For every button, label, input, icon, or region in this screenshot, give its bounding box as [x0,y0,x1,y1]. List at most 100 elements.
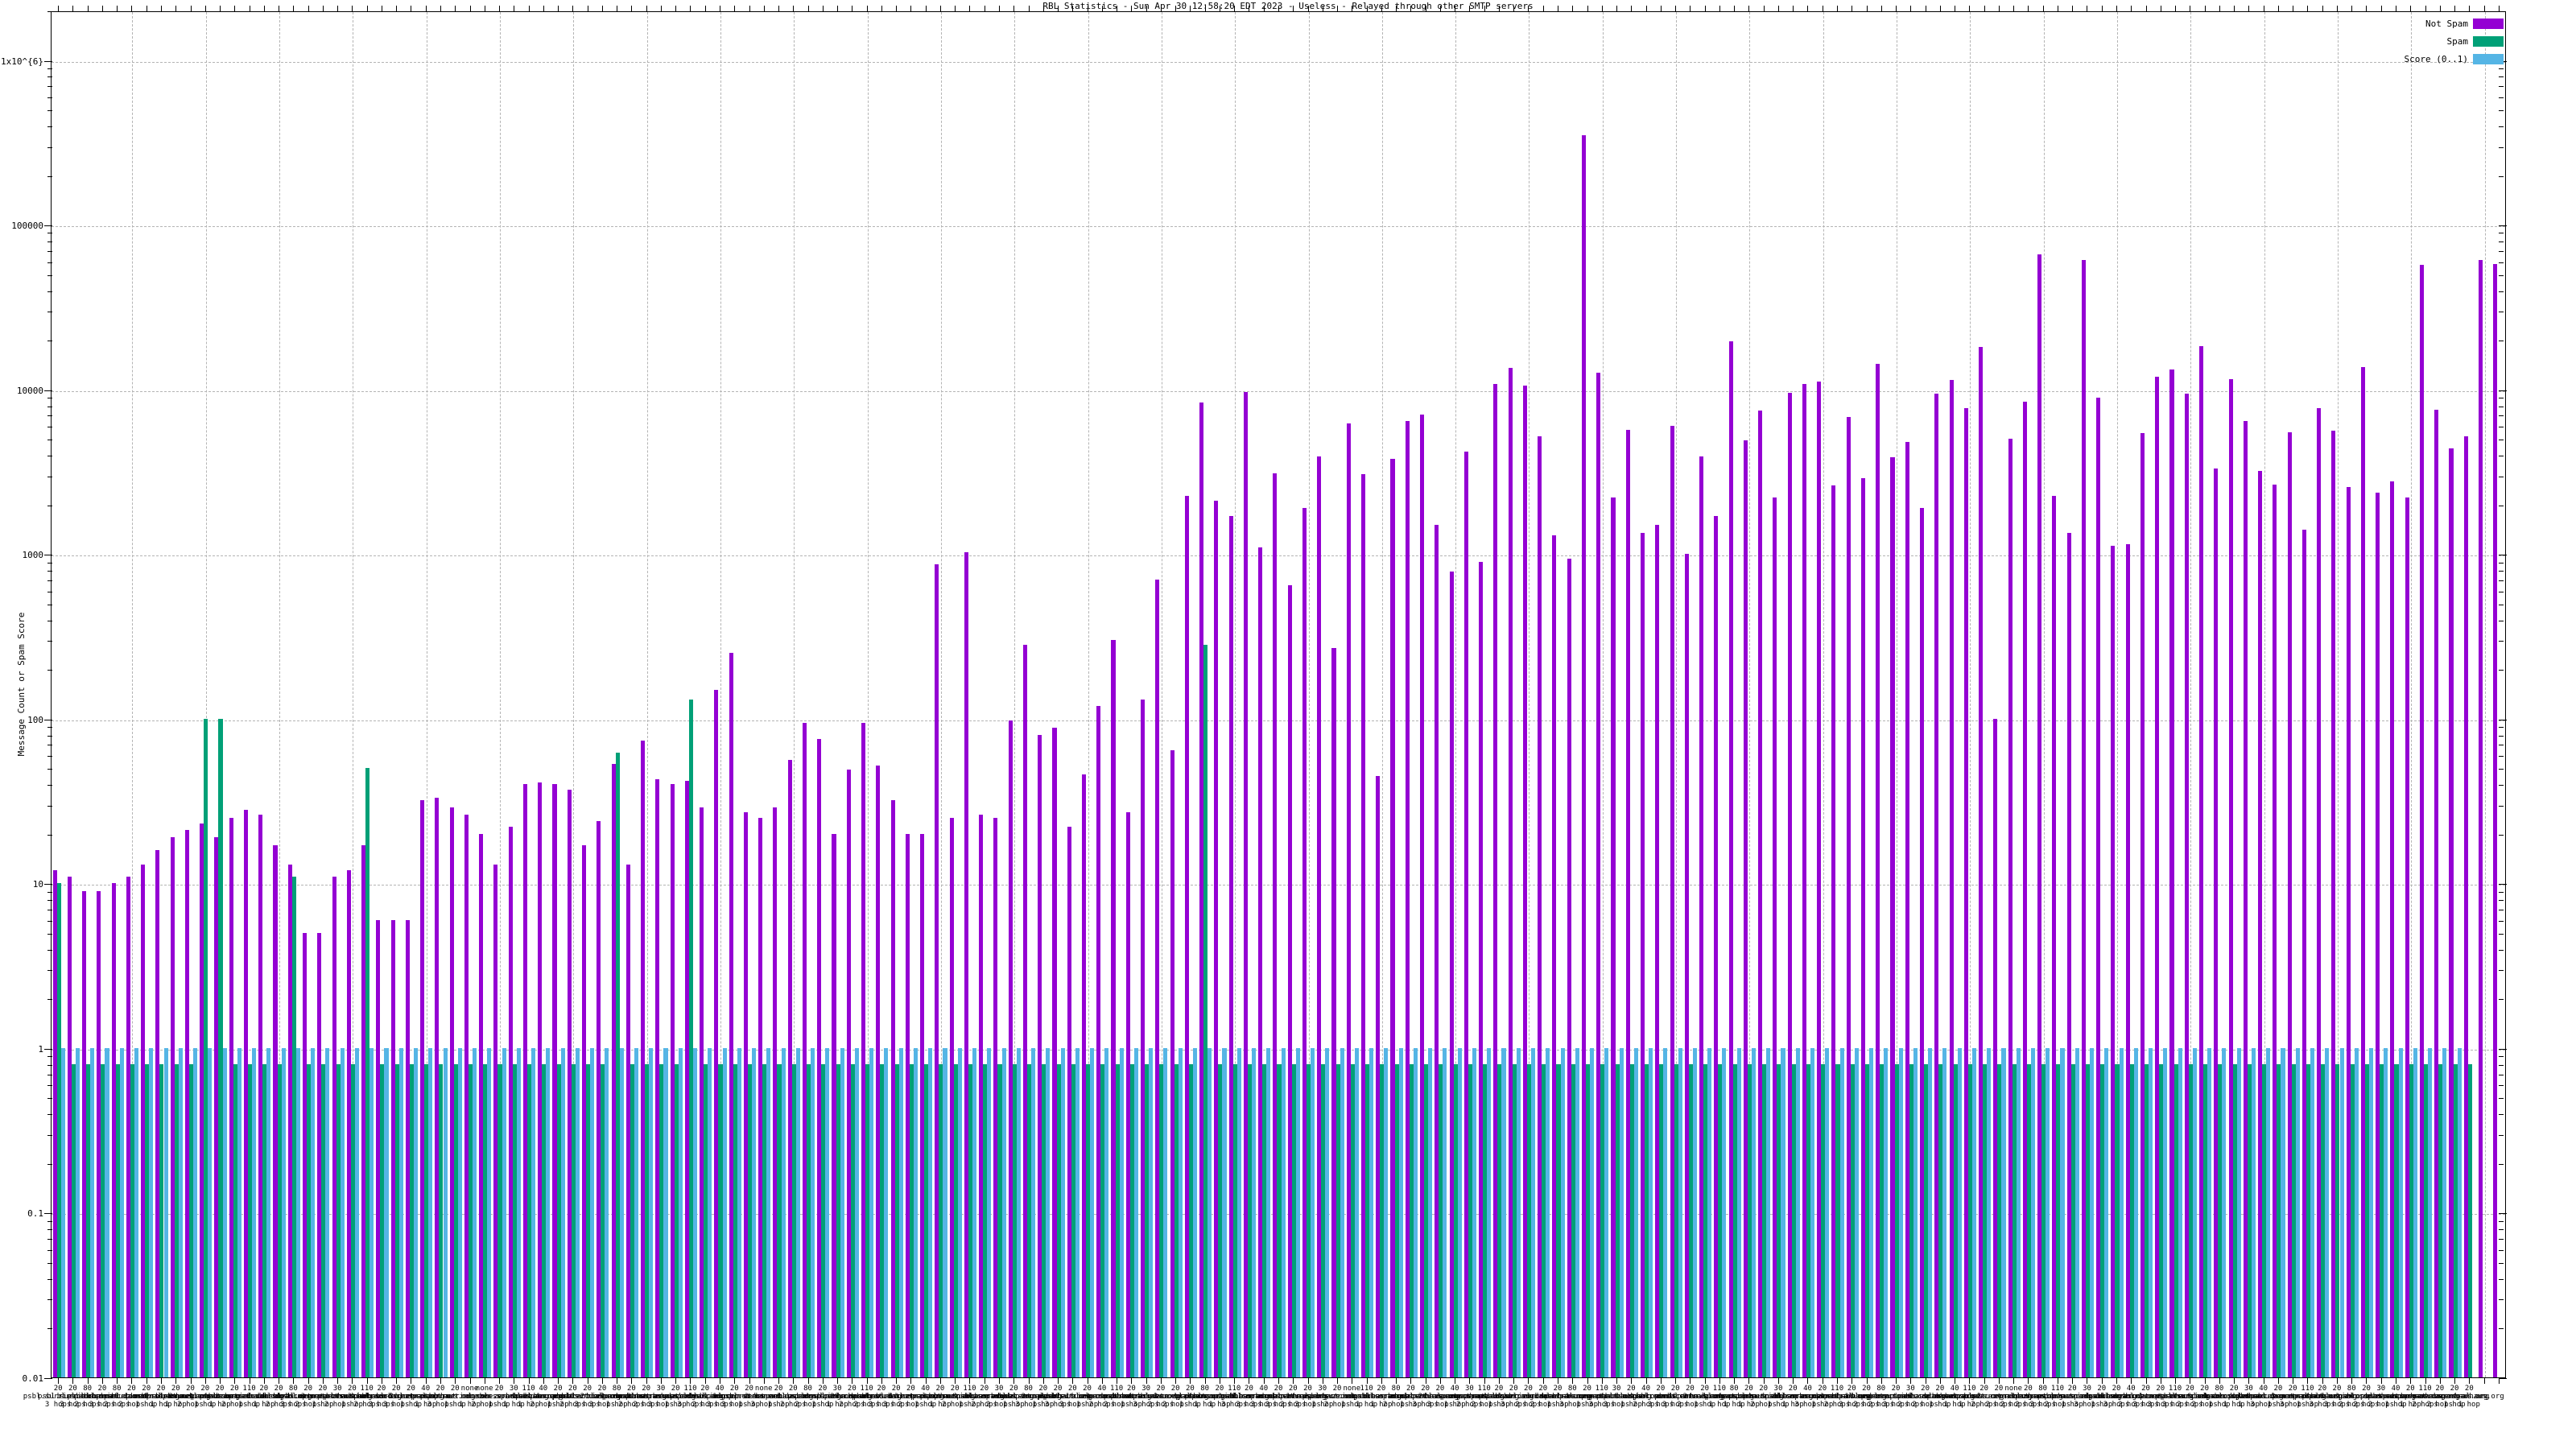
y-axis-tick-minor [2499,1064,2504,1066]
bar-not-spam [1052,728,1057,1377]
bar-group [1405,12,1418,1377]
bar-score-0-1 [972,1047,977,1377]
x-axis-tick-label: 110 zen.spamhaus.org 2 hops [2022,1385,2093,1409]
bar-spam [248,1063,253,1377]
bar-group [2169,12,2182,1377]
x-axis-tick-label: 110 zen.spamhaus.org 2 hops [1802,1385,1872,1409]
x-axis-tick [1763,1378,1765,1384]
bar-spam [1188,1063,1193,1377]
bar-score-0-1 [2236,1047,2241,1377]
bar-spam [1703,1063,1708,1377]
bar-group [1390,12,1403,1377]
x-axis-tick [1748,1378,1750,1384]
bar-not-spam [1420,415,1425,1377]
bar-score-0-1 [531,1047,536,1377]
bar-spam [336,1063,341,1377]
bar-spam [1247,1063,1252,1377]
x-axis-tick-label: 20 psbl.surriel.com 1 hop [317,1385,387,1409]
bar-group [2449,12,2462,1377]
x-axis-tick [1204,1378,1206,1384]
bar-score-0-1 [2354,1047,2359,1377]
bar-group [817,12,830,1377]
bar-not-spam [1831,485,1836,1377]
x-axis-tick-label: 20 dnsbl-1.uceprotect.net 2 hops [260,1385,357,1409]
y-axis-tick-minor [2499,147,2504,148]
x-axis-tick [1278,6,1279,11]
bar-not-spam [729,653,733,1377]
bar-group [449,12,462,1377]
x-axis-tick [837,6,839,11]
bar-spam [807,1063,811,1377]
bar-not-spam [2405,497,2409,1377]
bar-group [582,12,595,1377]
x-axis-tick [704,1378,706,1384]
x-axis-tick [646,6,647,11]
bar-score-0-1 [1443,1047,1447,1377]
bar-spam [836,1063,840,1377]
bar-score-0-1 [590,1047,595,1377]
bar-not-spam [1199,402,1204,1377]
bar-not-spam [743,812,748,1377]
bar-score-0-1 [1707,1047,1712,1377]
bar-not-spam [670,784,675,1377]
bar-score-0-1 [1398,1047,1403,1377]
bar-score-0-1 [443,1047,448,1377]
bar-group [1435,12,1447,1377]
bar-group [1243,12,1257,1377]
bar-spam [850,1063,855,1377]
bar-not-spam [1141,700,1146,1377]
bar-score-0-1 [928,1047,933,1377]
bar-group [1714,12,1727,1377]
x-axis-tick-label: 110 zen.spamhaus.org 3 hops [2140,1385,2211,1409]
bar-group [2405,12,2417,1377]
x-axis-tick [308,1378,309,1384]
x-axis-tick-label: 20 psbl.surriel.com 1 hop [419,1385,490,1409]
bar-spam [2026,1063,2031,1377]
x-axis-tick-label: none none 1 hop [458,1385,481,1409]
y-axis-tick-major [44,884,52,886]
bar-group [1096,12,1109,1377]
x-axis-tick [822,1378,824,1384]
x-axis-tick [1880,1378,1882,1384]
bar-group [170,12,183,1377]
bar-score-0-1 [752,1047,757,1377]
x-axis-tick [543,6,544,11]
bar-not-spam [1449,572,1454,1377]
bar-spam [1659,1063,1664,1377]
bar-score-0-1 [340,1047,345,1377]
bar-score-0-1 [2163,1047,2168,1377]
y-axis-tick-minor [47,805,52,807]
x-axis-tick-label: 110 zen.spamhaus.org 1 hop [2273,1385,2343,1409]
x-axis-tick-label: 110 zen.spamhaus.org 3 hops [1199,1385,1269,1409]
bar-spam [1880,1063,1885,1377]
x-axis-tick [646,1378,647,1384]
bar-not-spam [538,782,543,1377]
x-axis-tick [1469,6,1471,11]
bar-score-0-1 [678,1047,683,1377]
x-axis-tick-label: 20 b.barracudacentral.org 3 hops [1627,1385,1724,1409]
bar-not-spam [1758,411,1763,1377]
bar-not-spam [493,865,498,1377]
x-axis-tick [117,6,118,11]
x-axis-tick [1160,1378,1162,1384]
bar-group [1155,12,1168,1377]
x-axis-tick [2307,1378,2309,1384]
x-axis-tick-label: 20 dnsbl-1.uceprotect.net 3 hops [686,1385,782,1409]
bar-not-spam [2214,469,2219,1377]
bar-spam [2188,1063,2193,1377]
bar-score-0-1 [2133,1047,2138,1377]
x-axis-tick [807,1378,809,1384]
bar-not-spam [390,919,395,1377]
bar-score-0-1 [605,1047,609,1377]
bar-spam [630,1063,634,1377]
x-axis-tick [1528,6,1530,11]
y-axis-tick-major [2499,390,2507,391]
x-axis-tick [1837,6,1838,11]
bar-spam [1321,1063,1326,1377]
x-axis-tick [1028,1378,1030,1384]
bar-group [1081,12,1095,1377]
bar-group [2390,12,2403,1377]
x-axis-tick [1469,1378,1471,1384]
x-axis-tick [1513,1378,1515,1384]
bar-spam [894,1063,899,1377]
